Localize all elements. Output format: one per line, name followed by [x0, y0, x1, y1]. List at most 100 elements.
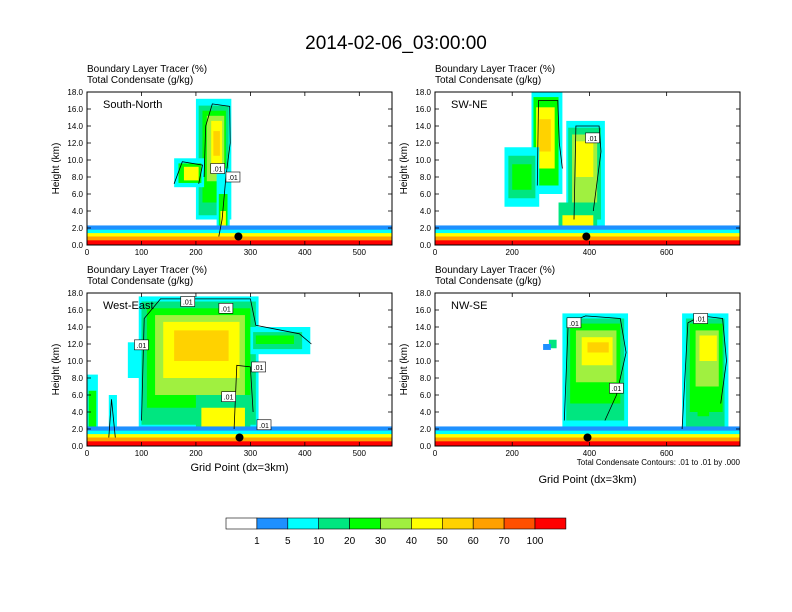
y-axis-label: Height (km): [399, 143, 410, 195]
x-tick-label: 200: [506, 449, 520, 458]
condensate-contour: [681, 315, 727, 430]
field-patch: [87, 240, 392, 245]
y-tick-label: 0.0: [420, 442, 432, 451]
field-patch: [87, 441, 392, 446]
y-tick-label: 14.0: [67, 323, 83, 332]
contour-label-box: [180, 296, 196, 307]
field-patch: [575, 141, 594, 177]
y-tick-label: 2.0: [420, 224, 432, 233]
field-label-tracer: Boundary Layer Tracer (%): [87, 265, 207, 276]
condensate-contour: [173, 161, 203, 184]
panel-name: West-East: [103, 300, 154, 312]
contour-label-box: [251, 361, 266, 373]
y-tick-label: 0.0: [420, 241, 432, 250]
colorbar-label: 70: [499, 536, 511, 547]
colorbar-swatch: [441, 517, 474, 530]
field-shading: [435, 92, 740, 245]
field-shading: [87, 296, 392, 446]
y-axis-label: Height (km): [51, 344, 62, 396]
condensate-contour: [108, 399, 116, 438]
colorbar-swatch: [472, 517, 505, 530]
field-label-tracer: Boundary Layer Tracer (%): [435, 64, 555, 75]
panel-name: NW-SE: [451, 300, 487, 312]
x-axis-label: Grid Point (dx=3km): [538, 474, 636, 486]
field-patch: [88, 390, 97, 434]
y-tick-label: 4.0: [420, 408, 432, 417]
field-patch: [435, 240, 740, 245]
panel-frame: [86, 292, 393, 447]
contour-label-box: [134, 339, 149, 351]
panel-sw-ne: Boundary Layer Tracer (%)Total Condensat…: [399, 64, 741, 257]
page-title: 2014-02-06_03:00:00: [305, 33, 487, 54]
y-tick-label: 2.0: [72, 224, 84, 233]
contour-label: .01: [224, 395, 234, 402]
location-marker: [234, 232, 243, 241]
x-tick-label: 0: [433, 248, 438, 257]
y-tick-label: 12.0: [415, 340, 431, 349]
x-tick-label: 200: [189, 248, 203, 257]
field-patch: [127, 342, 142, 378]
field-patch: [539, 119, 551, 152]
panel-south-north: Boundary Layer Tracer (%)Total Condensat…: [51, 64, 393, 257]
field-patch: [697, 396, 710, 417]
contour-label: .01: [612, 386, 622, 393]
contour-label-box: [221, 391, 236, 403]
y-tick-label: 6.0: [72, 190, 84, 199]
colorbar-swatch: [225, 517, 258, 530]
field-patch: [548, 339, 557, 349]
field-patch: [435, 441, 740, 446]
y-tick-label: 2.0: [420, 425, 432, 434]
colorbar-label: 1: [254, 536, 260, 547]
panel-frame: [86, 91, 393, 246]
location-marker: [582, 232, 591, 241]
contour-label: .01: [183, 300, 193, 307]
y-tick-label: 6.0: [420, 190, 432, 199]
field-patch: [512, 164, 532, 190]
field-label-condensate: Total Condensate (g/kg): [435, 276, 541, 287]
y-tick-label: 18.0: [67, 289, 83, 298]
y-tick-label: 16.0: [415, 306, 431, 315]
colorbar-label: 5: [285, 536, 291, 547]
condensate-contour: [203, 103, 231, 237]
field-patch: [183, 166, 199, 181]
contour-label: .01: [569, 321, 579, 328]
panel-name: South-North: [103, 99, 162, 111]
x-tick-label: 600: [660, 248, 674, 257]
field-patch: [255, 335, 294, 344]
x-tick-label: 400: [298, 449, 312, 458]
field-label-tracer: Boundary Layer Tracer (%): [435, 265, 555, 276]
y-tick-label: 14.0: [67, 122, 83, 131]
condensate-contour: [573, 125, 602, 220]
colorbar-label: 100: [527, 536, 544, 547]
y-tick-label: 14.0: [415, 323, 431, 332]
y-tick-label: 4.0: [420, 207, 432, 216]
panel-name: SW-NE: [451, 99, 487, 111]
field-label-condensate: Total Condensate (g/kg): [87, 276, 193, 287]
contour-label: .01: [221, 306, 231, 313]
x-tick-label: 0: [433, 449, 438, 458]
contour-label-box: [585, 132, 600, 144]
contour-label: .01: [588, 136, 598, 143]
x-tick-label: 100: [135, 449, 149, 458]
colorbar-label: 30: [375, 536, 387, 547]
contour-label-box: [256, 419, 272, 431]
y-tick-label: 14.0: [415, 122, 431, 131]
contour-label-box: [693, 313, 708, 324]
field-label-condensate: Total Condensate (g/kg): [435, 75, 541, 86]
contour-label-box: [225, 171, 241, 183]
y-tick-label: 6.0: [420, 391, 432, 400]
x-tick-label: 300: [244, 449, 258, 458]
contour-label: .01: [213, 167, 223, 174]
contour-label-box: [218, 302, 234, 314]
x-tick-label: 200: [506, 248, 520, 257]
x-axis-label: Grid Point (dx=3km): [190, 462, 288, 474]
location-marker: [235, 433, 244, 442]
x-tick-label: 400: [298, 248, 312, 257]
x-tick-label: 400: [583, 449, 597, 458]
colorbar-swatch: [318, 517, 350, 530]
colorbar-label: 60: [468, 536, 480, 547]
y-tick-label: 0.0: [72, 241, 84, 250]
field-label-tracer: Boundary Layer Tracer (%): [87, 64, 207, 75]
field-patch: [213, 131, 220, 156]
